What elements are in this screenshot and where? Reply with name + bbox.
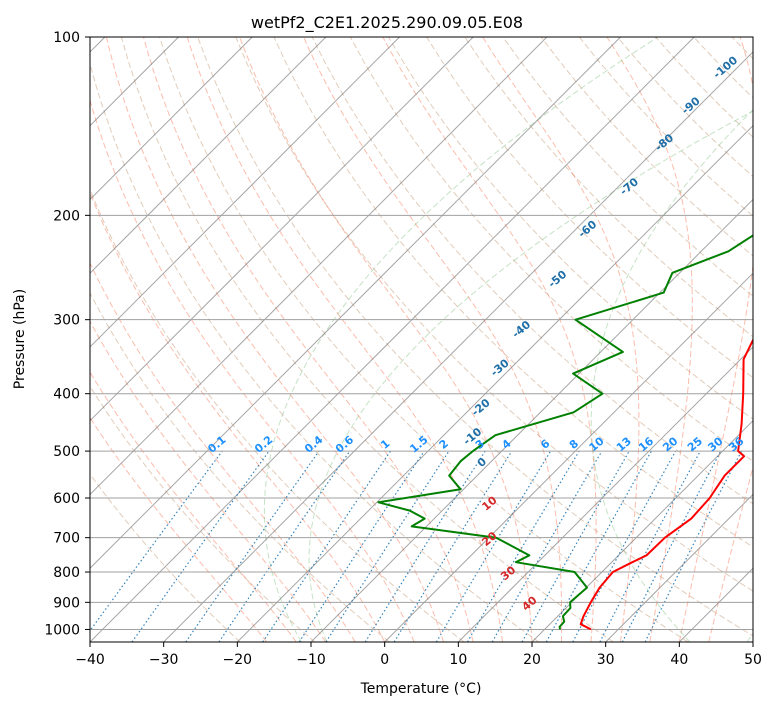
x-tick-label: −40 <box>75 652 105 668</box>
mixing-ratio-line <box>90 450 223 632</box>
plot-area <box>90 37 753 642</box>
mixing-ratio-line <box>218 450 351 642</box>
y-tick-label: 200 <box>53 208 80 224</box>
mixing-ratio-line <box>325 450 450 642</box>
green-background-line <box>263 37 659 642</box>
y-tick-label: 900 <box>53 595 80 611</box>
moist-adiabat <box>90 371 297 642</box>
profile-lines <box>377 234 753 631</box>
dry-adiabat <box>388 37 753 420</box>
dry-adiabat <box>273 37 753 548</box>
dewpoint-profile-line <box>377 234 753 630</box>
isotherm <box>236 124 753 642</box>
moist-adiabat <box>90 416 268 642</box>
y-tick-label: 600 <box>53 491 80 507</box>
x-tick-label: −10 <box>296 652 326 668</box>
dry-adiabat <box>502 37 753 297</box>
pressure-gridlines <box>90 37 753 630</box>
dry-adiabat <box>349 37 753 462</box>
isotherm <box>384 272 753 642</box>
dry-adiabat <box>464 37 753 338</box>
moist-adiabat <box>606 37 693 642</box>
moist-adiabat <box>143 37 474 642</box>
y-axis-ticks: 100 200 300 400 500 600 700 800 900 1000 <box>44 30 90 638</box>
isotherm <box>310 198 753 642</box>
green-background-line <box>590 109 753 642</box>
isotherm <box>90 37 400 348</box>
isotherm <box>90 37 548 496</box>
isotherm <box>531 420 753 642</box>
x-tick-label: 40 <box>670 652 688 668</box>
isotherm <box>90 37 695 642</box>
y-tick-label: 100 <box>53 30 80 46</box>
mixing-ratio-line <box>131 450 270 642</box>
mixing-ratio-line <box>521 450 630 642</box>
mixing-ratio-line <box>298 450 425 642</box>
moist-adiabat <box>678 37 753 642</box>
x-tick-label: −20 <box>223 652 253 668</box>
dry-adiabat <box>90 292 390 642</box>
moist-adiabat <box>90 191 386 642</box>
x-tick-label: 0 <box>380 652 389 668</box>
dry-adiabat <box>90 385 316 642</box>
moist-adiabat <box>186 37 503 642</box>
x-tick-label: 20 <box>523 652 541 668</box>
dry-adiabat <box>235 37 753 592</box>
x-axis-ticks: −40 −30 −20 −10 0 10 20 30 40 50 <box>75 642 762 668</box>
mixing-ratio-line <box>185 450 320 642</box>
dry-adiabat <box>90 62 540 642</box>
moist-adiabat <box>303 37 563 642</box>
isotherm <box>90 37 621 569</box>
dry-adiabat <box>90 473 241 642</box>
y-tick-label: 500 <box>53 444 80 460</box>
mixing-ratio-line <box>545 450 652 642</box>
isotherm <box>90 37 327 274</box>
green-background-line <box>308 110 753 642</box>
isotherm <box>90 37 474 422</box>
isotherm <box>163 51 753 642</box>
x-tick-label: 50 <box>744 652 762 668</box>
plot-frame <box>89 36 754 643</box>
x-tick-label: −30 <box>149 652 179 668</box>
x-tick-label: 10 <box>449 652 467 668</box>
moist-adiabat <box>239 37 533 642</box>
mixing-ratio-line <box>572 450 677 642</box>
dry-adiabat <box>159 37 689 642</box>
isotherm <box>605 493 753 642</box>
isotherm <box>457 346 753 642</box>
chart-title: wetPf2_C2E1.2025.290.09.05.E08 <box>251 13 523 33</box>
mixing-ratio-line <box>644 450 743 642</box>
y-tick-label: 700 <box>53 531 80 547</box>
moist-adiabat <box>382 37 597 642</box>
moist-adiabat <box>482 37 640 642</box>
y-axis-label: Pressure (hPa) <box>12 289 28 389</box>
moist-adiabat <box>90 261 356 642</box>
y-tick-label: 1000 <box>44 622 80 638</box>
dry-adiabat <box>90 188 465 642</box>
mixing-ratio-line <box>393 450 513 642</box>
x-axis-label: Temperature (°C) <box>360 681 482 697</box>
moist-adiabat <box>106 37 445 642</box>
x-tick-label: 30 <box>597 652 615 668</box>
dry-adiabat <box>120 37 614 642</box>
y-tick-label: 400 <box>53 387 80 403</box>
y-tick-label: 800 <box>53 565 80 581</box>
y-tick-label: 300 <box>53 313 80 329</box>
background-line-layer <box>90 37 753 642</box>
dry-adiabat <box>311 37 753 505</box>
isotherm <box>90 37 253 201</box>
mixing-ratio-line <box>262 450 391 642</box>
temperature-profile-line <box>579 337 753 631</box>
